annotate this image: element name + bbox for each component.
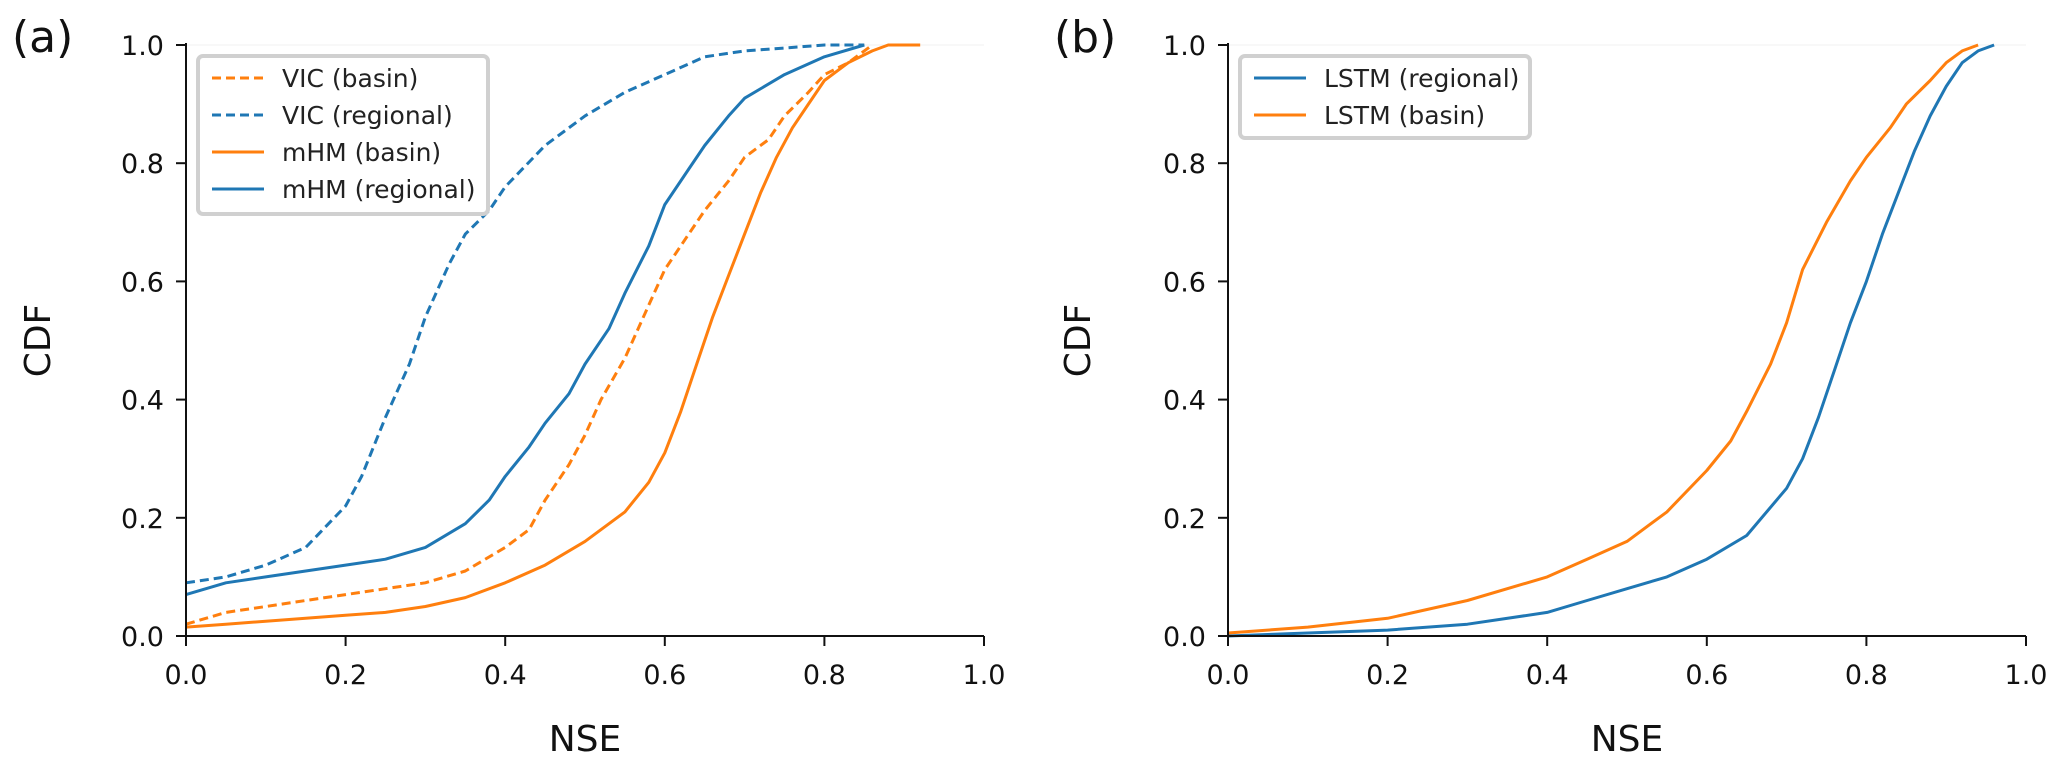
x-axis-label: NSE [549,719,622,760]
legend-entry-label: VIC (regional) [282,101,453,130]
y-tick-label: 0.0 [1163,622,1206,653]
x-tick-label: 0.0 [165,660,208,691]
y-tick-label: 0.6 [121,267,164,298]
legend: VIC (basin) VIC (regional) mHM (basin) mHM … [196,54,490,216]
x-tick-label: 0.2 [324,660,367,691]
legend-entry-label: mHM (basin) [282,138,441,167]
y-tick-label: 0.0 [121,622,164,653]
y-tick-label: 1.0 [121,31,164,62]
legend-frame [196,54,490,216]
series-line-vic-regional [185,43,865,585]
y-axis-label: CDF [1058,304,1099,378]
x-tick-label: 0.4 [484,660,527,691]
x-tick-label: 0.8 [1845,660,1888,691]
legend-entry-label: mHM (regional) [282,175,476,204]
x-tick-label: 1.0 [2005,660,2048,691]
panel-label: (a) [12,12,73,63]
y-tick-label: 0.2 [121,504,164,535]
x-tick-label: 0.4 [1526,660,1569,691]
legend-frame [1238,54,1532,140]
x-axis-label: NSE [1591,719,1664,760]
legend: LSTM (regional) LSTM (basin) [1238,54,1532,140]
y-tick-label: 0.8 [121,149,164,180]
y-tick-label: 0.8 [1163,149,1206,180]
panel-a: 0.0 0.2 0.4 0.6 0.8 1.0 0.0 0.2 0.4 0.6 0.8 1.0 NSE C… [12,12,1005,760]
legend-entry-label: LSTM (regional) [1324,64,1519,93]
series-line-mhm-basin [185,43,921,629]
x-tick-label: 0.2 [1366,660,1409,691]
series-line-lstm-basin [1227,43,1979,635]
y-tick-label: 0.4 [121,386,164,417]
series-line-lstm-regional [1227,43,1995,638]
legend-entry-label: LSTM (basin) [1324,101,1485,130]
x-tick-label: 0.0 [1207,660,1250,691]
series-line-mhm-regional [185,43,865,597]
x-tick-label: 1.0 [963,660,1006,691]
x-tick-label: 0.6 [1685,660,1728,691]
x-tick-label: 0.8 [803,660,846,691]
y-axis-label: CDF [18,304,59,378]
y-tick-label: 0.4 [1163,386,1206,417]
y-tick-label: 0.2 [1163,504,1206,535]
panel-label: (b) [1054,12,1116,63]
y-tick-label: 0.6 [1163,267,1206,298]
panel-b: 0.0 0.2 0.4 0.6 0.8 1.0 0.0 0.2 0.4 0.6 0.8 1.0 NSE C… [1054,12,2047,760]
x-tick-label: 0.6 [643,660,686,691]
legend-entry-label: VIC (basin) [282,64,418,93]
y-tick-label: 1.0 [1163,31,1206,62]
series-line-vic-basin [185,43,874,626]
